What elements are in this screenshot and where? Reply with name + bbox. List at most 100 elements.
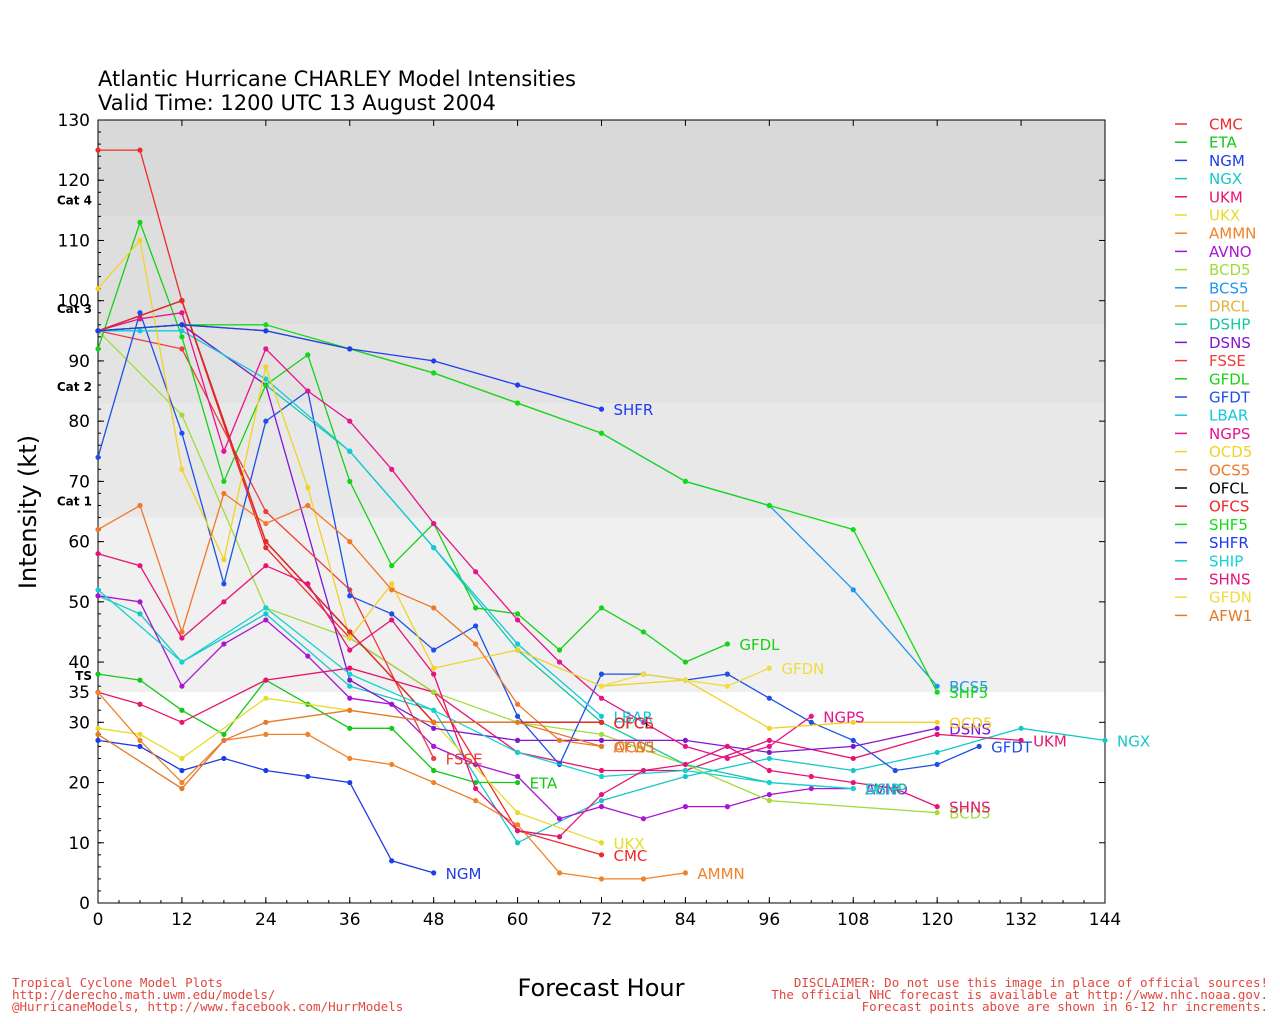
series-point-ship [263,605,269,611]
series-label-avno: AVNO [865,781,908,799]
series-point-shf5 [934,689,940,695]
series-point-gfdt [473,623,479,629]
series-end-labels: CMC ETA NGM NGX UKM UKX AMMN AVNO BCD5 BCS5 DSHP DS… [446,401,1150,883]
series-point-avno [640,816,647,822]
series-point-shfr [598,406,605,412]
series-point-ngm [431,870,437,876]
series-point-ammn [598,876,605,882]
series-point-shns [347,647,353,653]
series-point-afw1 [95,731,101,737]
x-tick-label: 72 [591,910,613,930]
x-tick-label: 48 [423,910,445,930]
category-label: Cat 1 [57,495,92,509]
series-point-ocs5 [305,502,311,509]
series-point-gfdt [431,647,437,653]
series-label-ocs5: OCS5 [614,738,655,756]
y-axis-title: Intensity (kt) [14,435,42,589]
series-label-afw1: AFW1 [614,738,657,756]
series-point-gfdl [556,647,563,653]
series-point-eta [431,767,437,774]
series-point-shns [682,761,689,768]
series-point-avno [347,695,353,701]
legend-item: AVNO [1209,243,1252,261]
series-line-ngx [97,595,1106,844]
intensity-band [98,216,1105,325]
series-point-gfdt [724,671,730,677]
series-point-shfr [514,382,521,388]
series-point-ngx [1102,737,1108,743]
legend-item: NGM [1209,152,1245,170]
series-point-fsse [263,508,269,515]
series-line-lbar [98,330,602,717]
legend-item: SHNS [1209,571,1251,589]
legend: CMCETANGMNGXUKMUKXAMMNAVNOBCD5BCS5DRCLDS… [1175,116,1256,625]
series-point-eta [179,707,185,713]
series-label-ngx: NGX [1117,732,1150,750]
series-point-ukx [598,840,605,846]
series-point-ofcs [263,539,269,545]
series-point-ammn [137,737,143,743]
series-point-gfdl [95,346,101,352]
series-point-eta [221,731,227,737]
category-label: Cat 3 [57,302,92,316]
series-point-avno [724,804,730,810]
series-point-shfr [95,328,101,334]
series-point-ngm [221,755,227,762]
series-label-ofcl: OFCL [614,714,654,732]
series-line-cmc [98,149,602,856]
legend-item: AMMN [1209,225,1256,243]
series-point-ngx [137,611,143,617]
series-point-dsns [598,737,605,743]
series-point-bcd5 [766,798,772,804]
series-point-bcd5 [431,689,437,695]
legend-item: DRCL [1209,298,1250,316]
series-point-avno [766,791,772,798]
series-point-ocd5 [179,466,185,472]
footer-right-line-3: Forecast points above are shown in 6-12 … [862,999,1268,1014]
series-point-eta [389,725,395,731]
series-point-ocs5 [95,526,101,533]
series-point-eta [137,677,143,683]
series-point-afw1 [179,785,185,792]
series-point-gfdn [766,665,772,671]
x-tick-label: 120 [921,910,953,930]
series-point-ship [431,707,437,713]
series-point-ship [514,749,521,756]
series-point-cmc [598,852,605,858]
series-point-ngps [263,346,269,352]
legend-item: NGX [1209,170,1242,188]
series-point-gfdt [221,581,227,587]
footer-left-line-2: http://derecho.math.uwm.edu/models/ [12,987,275,1002]
y-tick-label: 80 [68,412,90,432]
series-point-avno [431,743,437,750]
series-point-ukm [137,701,143,707]
series-point-ocs5 [137,502,143,509]
series-point-ocd5 [850,719,856,725]
legend-item: UKX [1209,207,1240,225]
series-point-ukx [179,755,185,762]
series-label-ship: SHIP [865,781,899,799]
series-point-gfdt [598,671,605,677]
x-tick-label: 84 [675,910,697,930]
series-point-gfdt [389,611,395,617]
y-tick-label: 35 [68,683,90,703]
series-point-gfdl [640,629,647,635]
y-tick-label: 130 [58,111,90,131]
series-point-ukm [766,737,772,743]
series-point-avno [221,641,227,647]
series-point-ngx [598,798,605,804]
series-point-gfdt [179,430,185,436]
y-tick-label: 40 [68,653,90,673]
series-point-ocd5 [95,286,101,292]
series-point-ocs5 [473,641,479,647]
series-point-shns [305,581,311,587]
series-label-dshp: DSHP [865,781,906,799]
y-tick-label: 10 [68,834,90,854]
axes: 0 12 24 36 48 60 72 84 96 108 120 132 144 0 10 20 30 40 50… [57,111,1121,930]
category-label: TS [75,669,92,683]
series-point-ukm [934,731,940,737]
series-point-avno [556,816,563,822]
y-tick-label: 30 [68,713,90,733]
series-label-cmc: CMC [614,847,648,865]
series-label-gfdt: GFDT [991,738,1033,756]
